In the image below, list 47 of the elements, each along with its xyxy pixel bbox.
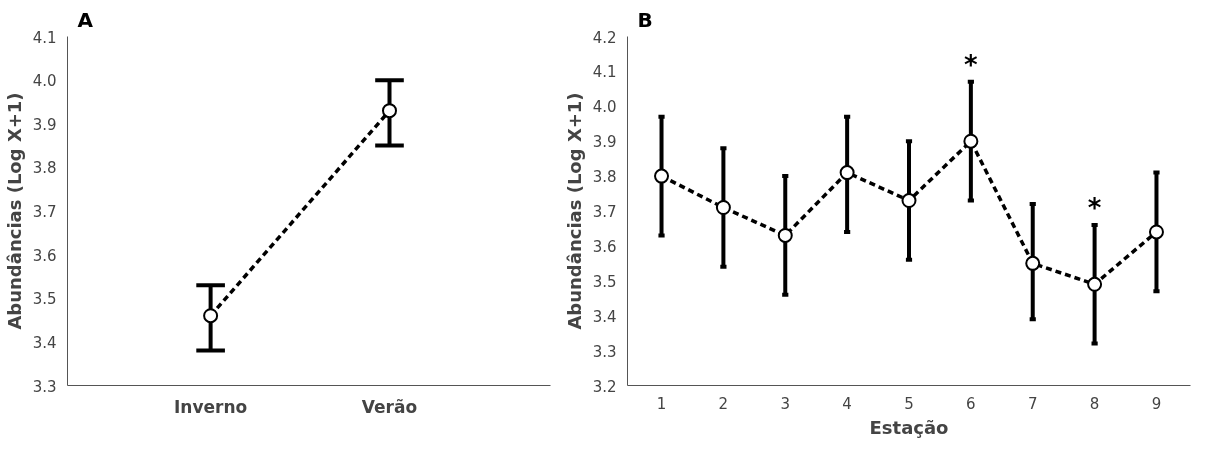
y-tick-label: 3.3 bbox=[32, 377, 57, 396]
y-tick-label: 3.5 bbox=[592, 272, 617, 291]
x-tick-label: Inverno bbox=[174, 396, 248, 417]
point bbox=[777, 227, 793, 243]
chart-title: A bbox=[77, 7, 94, 32]
point bbox=[654, 168, 670, 184]
point bbox=[839, 165, 855, 181]
y-tick-label: 3.7 bbox=[32, 203, 57, 221]
x-tick-label: Verão bbox=[361, 396, 418, 417]
point bbox=[1087, 276, 1103, 292]
x-tick-label: 6 bbox=[966, 394, 976, 413]
annotation: * bbox=[964, 49, 979, 80]
y-tick-label: 3.6 bbox=[592, 237, 617, 256]
x-tick-label: 9 bbox=[1151, 394, 1162, 413]
y-tick-label: 3.8 bbox=[32, 159, 57, 178]
x-tick-label: 5 bbox=[904, 394, 914, 413]
y-axis-title: Abundâncias (Log X+1) bbox=[563, 92, 585, 330]
x-tick-label: 1 bbox=[656, 394, 667, 413]
y-tick-label: 3.2 bbox=[592, 377, 617, 396]
y-tick-label: 3.7 bbox=[592, 203, 617, 221]
x-tick-label: 7 bbox=[1027, 394, 1038, 413]
point bbox=[715, 200, 731, 215]
point bbox=[1148, 224, 1164, 240]
x-tick-label: 2 bbox=[718, 394, 729, 413]
chart-title: B bbox=[637, 7, 653, 32]
y-tick-label: 3.5 bbox=[32, 290, 57, 309]
point bbox=[1025, 255, 1041, 271]
x-tick-label: 4 bbox=[842, 394, 852, 413]
x-axis-title: Estação bbox=[869, 416, 949, 438]
y-tick-label: 4.1 bbox=[592, 63, 617, 82]
y-tick-label: 3.3 bbox=[592, 342, 617, 361]
y-tick-label: 3.4 bbox=[592, 307, 617, 326]
x-tick-label: 8 bbox=[1089, 394, 1100, 413]
y-tick-label: 3.4 bbox=[32, 333, 57, 352]
y-tick-label: 4.0 bbox=[592, 98, 617, 117]
point bbox=[901, 193, 917, 209]
point bbox=[963, 133, 979, 149]
y-tick-label: 4.0 bbox=[32, 72, 57, 91]
y-tick-label: 3.6 bbox=[32, 246, 57, 265]
y-tick-label: 3.9 bbox=[592, 133, 617, 152]
y-tick-label: 3.9 bbox=[32, 115, 57, 134]
y-tick-label: 3.8 bbox=[592, 168, 617, 187]
y-tick-label: 4.2 bbox=[592, 28, 617, 47]
y-tick-label: 4.1 bbox=[32, 28, 57, 47]
x-tick-label: 3 bbox=[780, 394, 791, 413]
annotation: * bbox=[1087, 192, 1102, 223]
y-axis-title: Abundâncias (Log X+1) bbox=[3, 92, 25, 330]
